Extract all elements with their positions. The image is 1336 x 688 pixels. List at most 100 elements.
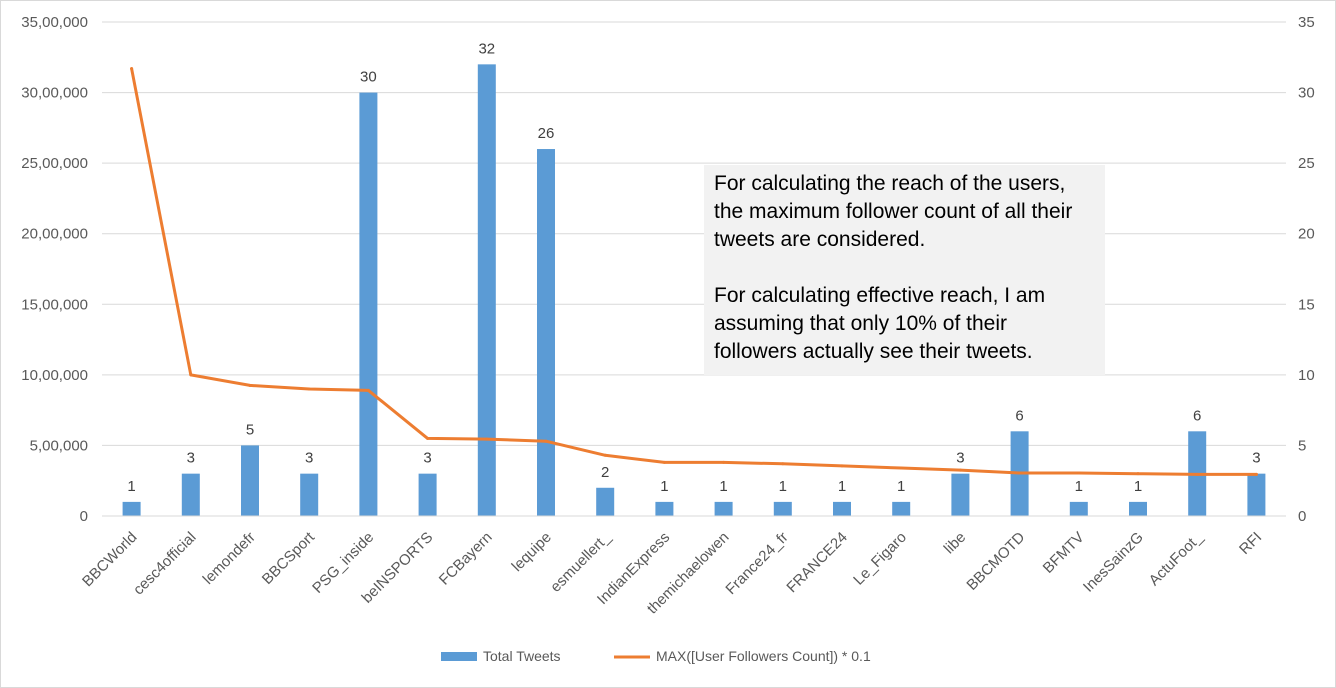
legend-label-bar: Total Tweets: [483, 648, 561, 664]
bar-data-label: 3: [187, 450, 195, 467]
line-point: [189, 373, 193, 377]
y-tick-label-left: 15,00,000: [21, 296, 88, 313]
line-point: [426, 436, 430, 440]
x-category-label: libe: [941, 529, 970, 558]
bar-data-label: 1: [127, 478, 135, 495]
y-tick-label-left: 25,00,000: [21, 155, 88, 172]
annotation-paragraph-2: For calculating effective reach, I am as…: [714, 284, 1046, 363]
x-category-label: ActuFoot_: [1146, 528, 1207, 589]
line-point: [1018, 471, 1022, 475]
line-point: [1195, 472, 1199, 476]
line-point: [544, 439, 548, 443]
bar: [300, 473, 319, 516]
x-category-label: BFMTV: [1040, 529, 1088, 577]
bar: [1069, 501, 1088, 516]
line-point: [485, 437, 489, 441]
bar-data-label: 6: [1193, 407, 1201, 424]
annotation-paragraph-1: For calculating the reach of the users, …: [714, 172, 1073, 251]
y-tick-label-left: 5,00,000: [30, 437, 88, 454]
y-tick-label-right: 10: [1298, 367, 1315, 384]
line-point: [307, 387, 311, 391]
bar-data-label: 1: [660, 478, 668, 495]
bar: [655, 501, 674, 516]
bar-data-label: 1: [1134, 478, 1142, 495]
line-point: [366, 388, 370, 392]
bar: [1129, 501, 1147, 516]
annotation-note: For calculating the reach of the users, …: [704, 165, 1105, 375]
bar-data-label: 5: [246, 421, 254, 438]
bar-data-label: 6: [1015, 407, 1023, 424]
bar-series-total-tweets: [122, 64, 1266, 517]
gridlines: [102, 21, 1286, 517]
bar-data-label: 1: [1075, 478, 1083, 495]
line-point: [1136, 472, 1140, 476]
bar-data-label: 26: [538, 125, 555, 142]
y-tick-label-right: 15: [1298, 296, 1315, 313]
bar: [951, 473, 970, 516]
bar-data-label: 2: [601, 464, 609, 481]
line-point: [1077, 471, 1081, 475]
bar: [773, 501, 792, 516]
line-point: [722, 460, 726, 464]
line-series-max-followers: [130, 67, 1258, 476]
bar-data-label: 1: [779, 478, 787, 495]
line-point: [662, 460, 666, 464]
y-tick-label-right: 25: [1298, 155, 1315, 172]
line-point: [840, 464, 844, 468]
legend-swatch-bar: [441, 652, 477, 661]
x-category-label: cesc4official: [130, 529, 200, 599]
bar: [241, 445, 259, 516]
y-tick-label-left: 10,00,000: [21, 367, 88, 384]
bar: [122, 501, 141, 516]
x-category-label: BBCWorld: [79, 529, 140, 590]
followers-line: [130, 67, 1258, 476]
line-point: [781, 462, 785, 466]
bar-data-label: 3: [956, 450, 964, 467]
y-tick-label-right: 20: [1298, 226, 1315, 243]
line-point: [1254, 472, 1258, 476]
y-tick-label-right: 30: [1298, 85, 1315, 102]
bar-data-label: 1: [897, 478, 905, 495]
bar: [477, 64, 496, 516]
bar-data-label: 3: [1252, 450, 1260, 467]
x-category-label: FRANCE24: [783, 529, 850, 596]
x-category-label: RFI: [1236, 529, 1265, 558]
y-tick-label-left: 20,00,000: [21, 226, 88, 243]
bar-data-label: 3: [423, 450, 431, 467]
y-tick-label-left: 0: [80, 508, 88, 525]
line-point: [248, 383, 252, 387]
x-category-label: BBCMOTD: [963, 529, 1028, 594]
bar: [537, 149, 555, 516]
bar-data-label: 1: [838, 478, 846, 495]
y-tick-label-left: 35,00,000: [21, 14, 88, 31]
bar: [418, 473, 437, 516]
y-tick-label-right: 35: [1298, 14, 1315, 31]
bar-data-label: 3: [305, 450, 313, 467]
line-point: [958, 468, 962, 472]
x-category-label: FCBayern: [436, 529, 496, 589]
line-point: [899, 466, 903, 470]
y-tick-label-right: 5: [1298, 437, 1306, 454]
line-point: [603, 453, 607, 457]
x-category-label: BBCSport: [259, 528, 319, 588]
bar: [833, 501, 851, 516]
bar-data-label: 1: [719, 478, 727, 495]
legend: Total Tweets MAX([User Followers Count])…: [441, 648, 871, 664]
secondary-y-axis: 0 5 10 15 20 25 30 35: [1298, 14, 1315, 525]
bar: [181, 473, 200, 516]
bar: [596, 487, 615, 516]
bar: [714, 501, 733, 516]
x-category-label: InesSainzG: [1080, 529, 1147, 596]
primary-y-axis: 0 5,00,000 10,00,000 15,00,000 20,00,000 25,0…: [21, 14, 88, 525]
bar: [359, 92, 378, 517]
line-point: [130, 67, 134, 71]
bar: [892, 501, 911, 516]
bar: [1247, 473, 1266, 516]
bar-data-labels: 1 3 5 3 30 3 32 26 2 1 1 1 1 1 3 6 1 1 6 3: [127, 40, 1260, 495]
y-tick-label-right: 0: [1298, 508, 1306, 525]
x-category-label: lemondefr: [200, 529, 259, 588]
bar-data-label: 32: [478, 40, 495, 57]
